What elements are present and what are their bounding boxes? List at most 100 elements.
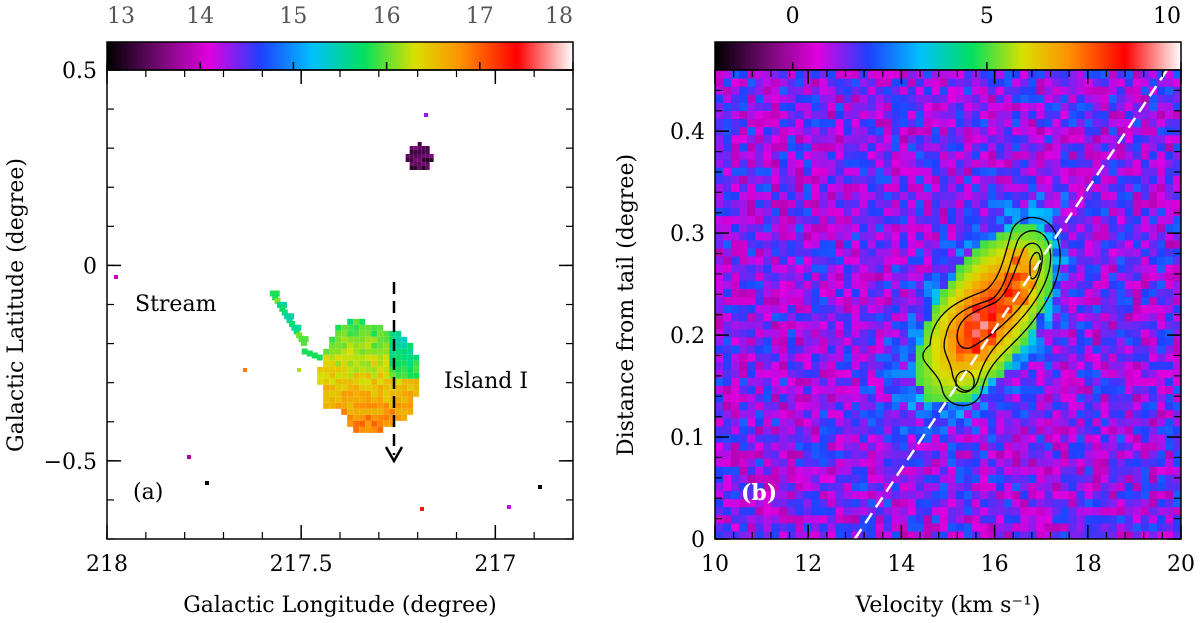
pv-pixel [771, 458, 780, 467]
pv-pixel [964, 466, 973, 475]
pv-pixel [923, 328, 933, 338]
pv-pixel [915, 110, 925, 120]
pv-pixel [1124, 175, 1134, 184]
pv-pixel [875, 433, 885, 443]
pv-pixel [964, 86, 973, 95]
pv-pixel [787, 134, 796, 144]
pv-pixel [803, 466, 813, 475]
map-pixel [421, 161, 426, 166]
pv-pixel [747, 78, 756, 87]
map-pixel [377, 360, 384, 367]
pv-pixel [1108, 336, 1118, 346]
pv-pixel [1148, 393, 1158, 403]
pv-pixel [1156, 255, 1166, 265]
pv-pixel [1116, 441, 1126, 451]
map-pixel [323, 366, 330, 373]
pv-pixel [1116, 158, 1126, 168]
pv-pixel [819, 328, 829, 338]
pv-pixel [1172, 207, 1181, 217]
pv-pixel [1076, 272, 1086, 281]
pv-pixel [891, 86, 901, 95]
pv-pixel [1132, 175, 1142, 184]
pv-pixel [731, 272, 740, 281]
pv-pixel [923, 458, 933, 467]
pv-pixel [996, 361, 1005, 370]
pv-pixel [835, 150, 845, 160]
pv-pixel [1076, 239, 1086, 249]
pv-pixel [1028, 522, 1037, 532]
contour-line [956, 242, 1043, 349]
pv-pixel [1172, 530, 1181, 539]
pv-pixel [1100, 514, 1110, 524]
pv-pixel [1084, 247, 1094, 257]
map-pixel [329, 366, 336, 373]
pv-pixel [779, 231, 788, 241]
pv-pixel [723, 377, 732, 386]
pv-pixel [1028, 441, 1037, 451]
pv-pixel [948, 522, 957, 532]
pv-pixel [715, 312, 724, 322]
pv-pixel [859, 215, 869, 225]
pv-pixel [731, 255, 740, 265]
pv-pixel [867, 239, 877, 249]
pv-pixel [980, 288, 989, 298]
pv-pixel [1108, 433, 1118, 443]
map-pixel [347, 408, 354, 415]
pv-pixel [835, 70, 845, 79]
pv-pixel [819, 385, 829, 395]
pv-pixel [715, 450, 724, 459]
pv-pixel [1076, 158, 1086, 168]
pv-pixel [1084, 239, 1094, 249]
pv-pixel [779, 199, 788, 209]
pv-pixel [891, 158, 901, 168]
pv-pixel [915, 369, 925, 378]
pv-pixel [1084, 255, 1094, 265]
pv-pixel [795, 247, 804, 257]
map-pixel [359, 372, 366, 379]
pv-pixel [883, 344, 893, 354]
pv-pixel [1028, 231, 1037, 241]
pv-pixel [988, 441, 997, 451]
pv-pixel [1020, 377, 1029, 386]
map-pixel [425, 153, 430, 158]
pv-pixel [1044, 417, 1054, 427]
pv-pixel [1052, 86, 1062, 95]
pv-pixel [763, 441, 772, 451]
pv-pixel [956, 288, 965, 298]
pv-pixel [1036, 490, 1046, 500]
pv-pixel [867, 175, 877, 184]
pv-pixel [1068, 393, 1078, 403]
pv-pixel [811, 239, 821, 249]
pv-pixel [795, 94, 804, 103]
pv-pixel [988, 223, 997, 233]
plot-frame-b [714, 69, 1182, 540]
pv-pixel [715, 530, 724, 539]
map-pixel [335, 366, 342, 373]
pv-pixel [835, 458, 845, 467]
pv-pixel [1172, 223, 1181, 233]
pv-pixel [1084, 231, 1094, 241]
pv-pixel [939, 369, 949, 378]
pv-pixel [1076, 247, 1086, 257]
pv-pixel [923, 288, 933, 298]
pv-pixel [835, 450, 845, 459]
pv-pixel [996, 288, 1005, 298]
pv-pixel [907, 94, 917, 103]
pv-pixel [939, 385, 949, 395]
pv-pixel [1148, 264, 1158, 273]
pv-pixel [779, 70, 788, 79]
pv-pixel [1100, 231, 1110, 241]
pv-pixel [1068, 369, 1078, 378]
pv-pixel [1092, 183, 1102, 192]
map-pixel [353, 342, 360, 349]
pv-pixel [1028, 433, 1037, 443]
map-pixel [377, 378, 384, 385]
pv-pixel [787, 369, 796, 378]
pv-pixel [907, 78, 917, 87]
map-pixel [365, 414, 372, 421]
map-pixel [417, 149, 422, 154]
pv-pixel [1164, 506, 1174, 516]
map-pixel [272, 294, 279, 301]
pv-pixel [891, 514, 901, 524]
pv-pixel [835, 353, 845, 362]
